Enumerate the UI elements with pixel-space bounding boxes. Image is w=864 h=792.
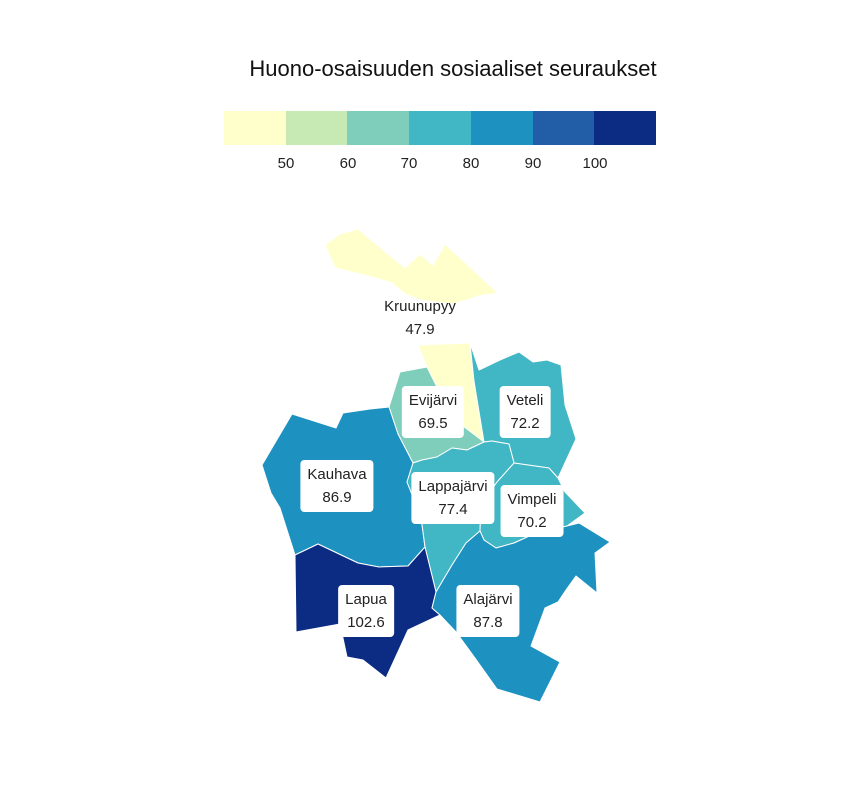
legend-bin: [594, 111, 657, 145]
legend-bin: [532, 111, 595, 145]
region-name: Kauhava: [307, 466, 367, 483]
legend-bin: [409, 111, 471, 145]
region-label-alajarvi: Alajärvi 87.8: [456, 585, 520, 637]
legend-tick: 100: [582, 155, 608, 172]
region-name: Lapua: [345, 591, 387, 608]
legend-ticks: 50 60 70 80 90 100: [224, 155, 656, 175]
region-label-lappajarvi: Lappajärvi 77.4: [411, 472, 495, 524]
region-value: 69.5: [418, 415, 448, 432]
region-name: Lappajärvi: [418, 478, 488, 495]
region-name: Vimpeli: [507, 491, 557, 508]
legend-bin: [470, 111, 533, 145]
legend-tick: 70: [400, 155, 418, 172]
region-kruunupyy[interactable]: [324, 228, 499, 305]
legend-tick: 90: [524, 155, 542, 172]
region-value: 77.4: [438, 501, 468, 518]
legend-tick: 80: [462, 155, 480, 172]
region-label-kruunupyy: Kruunupyy 47.9: [377, 292, 463, 344]
region-label-kauhava: Kauhava 86.9: [300, 460, 374, 512]
region-value: 47.9: [405, 321, 435, 338]
region-value: 72.2: [510, 415, 540, 432]
region-value: 86.9: [322, 489, 352, 506]
legend-tick: 50: [277, 155, 295, 172]
region-label-vimpeli: Vimpeli 70.2: [500, 485, 564, 537]
region-label-lapua: Lapua 102.6: [338, 585, 394, 637]
region-label-veteli: Veteli 72.2: [499, 386, 551, 438]
legend-bin: [224, 111, 286, 145]
region-name: Kruunupyy: [384, 298, 456, 315]
region-value: 87.8: [473, 614, 503, 631]
region-value: 70.2: [517, 514, 547, 531]
region-label-evijarvi: Evijärvi 69.5: [401, 386, 465, 438]
region-name: Veteli: [506, 392, 544, 409]
legend-bin: [347, 111, 410, 145]
legend-bin: [285, 111, 348, 145]
region-value: 102.6: [347, 614, 385, 631]
region-name: Evijärvi: [408, 392, 458, 409]
region-name: Alajärvi: [463, 591, 513, 608]
region-alajarvi[interactable]: [431, 522, 611, 703]
map-title: Huono-osaisuuden sosiaaliset seuraukset: [249, 56, 657, 81]
legend-tick: 60: [339, 155, 357, 172]
color-legend: [224, 111, 657, 145]
